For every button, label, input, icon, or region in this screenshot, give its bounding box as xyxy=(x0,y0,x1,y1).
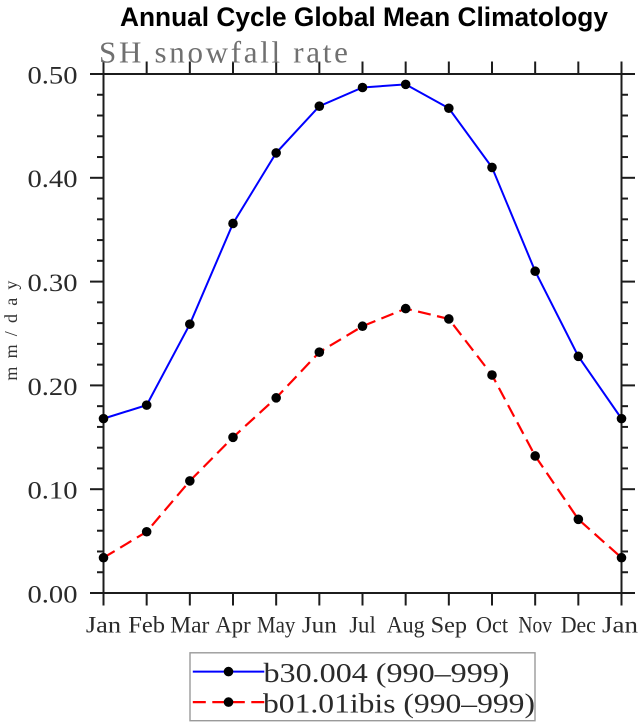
svg-text:Aug: Aug xyxy=(387,613,425,638)
svg-text:Mar: Mar xyxy=(170,613,209,638)
svg-text:Annual Cycle Global Mean Clima: Annual Cycle Global Mean Climatology xyxy=(120,2,608,32)
svg-text:Apr: Apr xyxy=(215,613,251,638)
svg-text:0.50: 0.50 xyxy=(28,62,78,89)
svg-text:Sep: Sep xyxy=(431,613,467,638)
svg-text:0.40: 0.40 xyxy=(28,166,78,193)
svg-text:b01.01ibis (990–999): b01.01ibis (990–999) xyxy=(263,687,535,718)
svg-text:SH snowfall rate: SH snowfall rate xyxy=(99,35,351,70)
svg-text:0.20: 0.20 xyxy=(28,374,78,401)
svg-text:Jun: Jun xyxy=(302,613,338,638)
svg-text:Oct: Oct xyxy=(476,613,509,638)
svg-text:Jul: Jul xyxy=(349,613,376,638)
svg-text:0.10: 0.10 xyxy=(28,478,78,505)
svg-text:Feb: Feb xyxy=(128,613,165,638)
svg-text:0.00: 0.00 xyxy=(28,581,78,608)
svg-text:0.30: 0.30 xyxy=(28,270,78,297)
svg-text:Jan: Jan xyxy=(602,613,638,638)
svg-text:Dec: Dec xyxy=(561,613,596,638)
svg-text:b30.004 (990–999): b30.004 (990–999) xyxy=(264,657,510,688)
svg-text:Nov: Nov xyxy=(518,613,552,638)
svg-text:mm/day: mm/day xyxy=(1,272,21,380)
svg-text:May: May xyxy=(257,613,296,638)
svg-text:Jan: Jan xyxy=(86,613,122,638)
